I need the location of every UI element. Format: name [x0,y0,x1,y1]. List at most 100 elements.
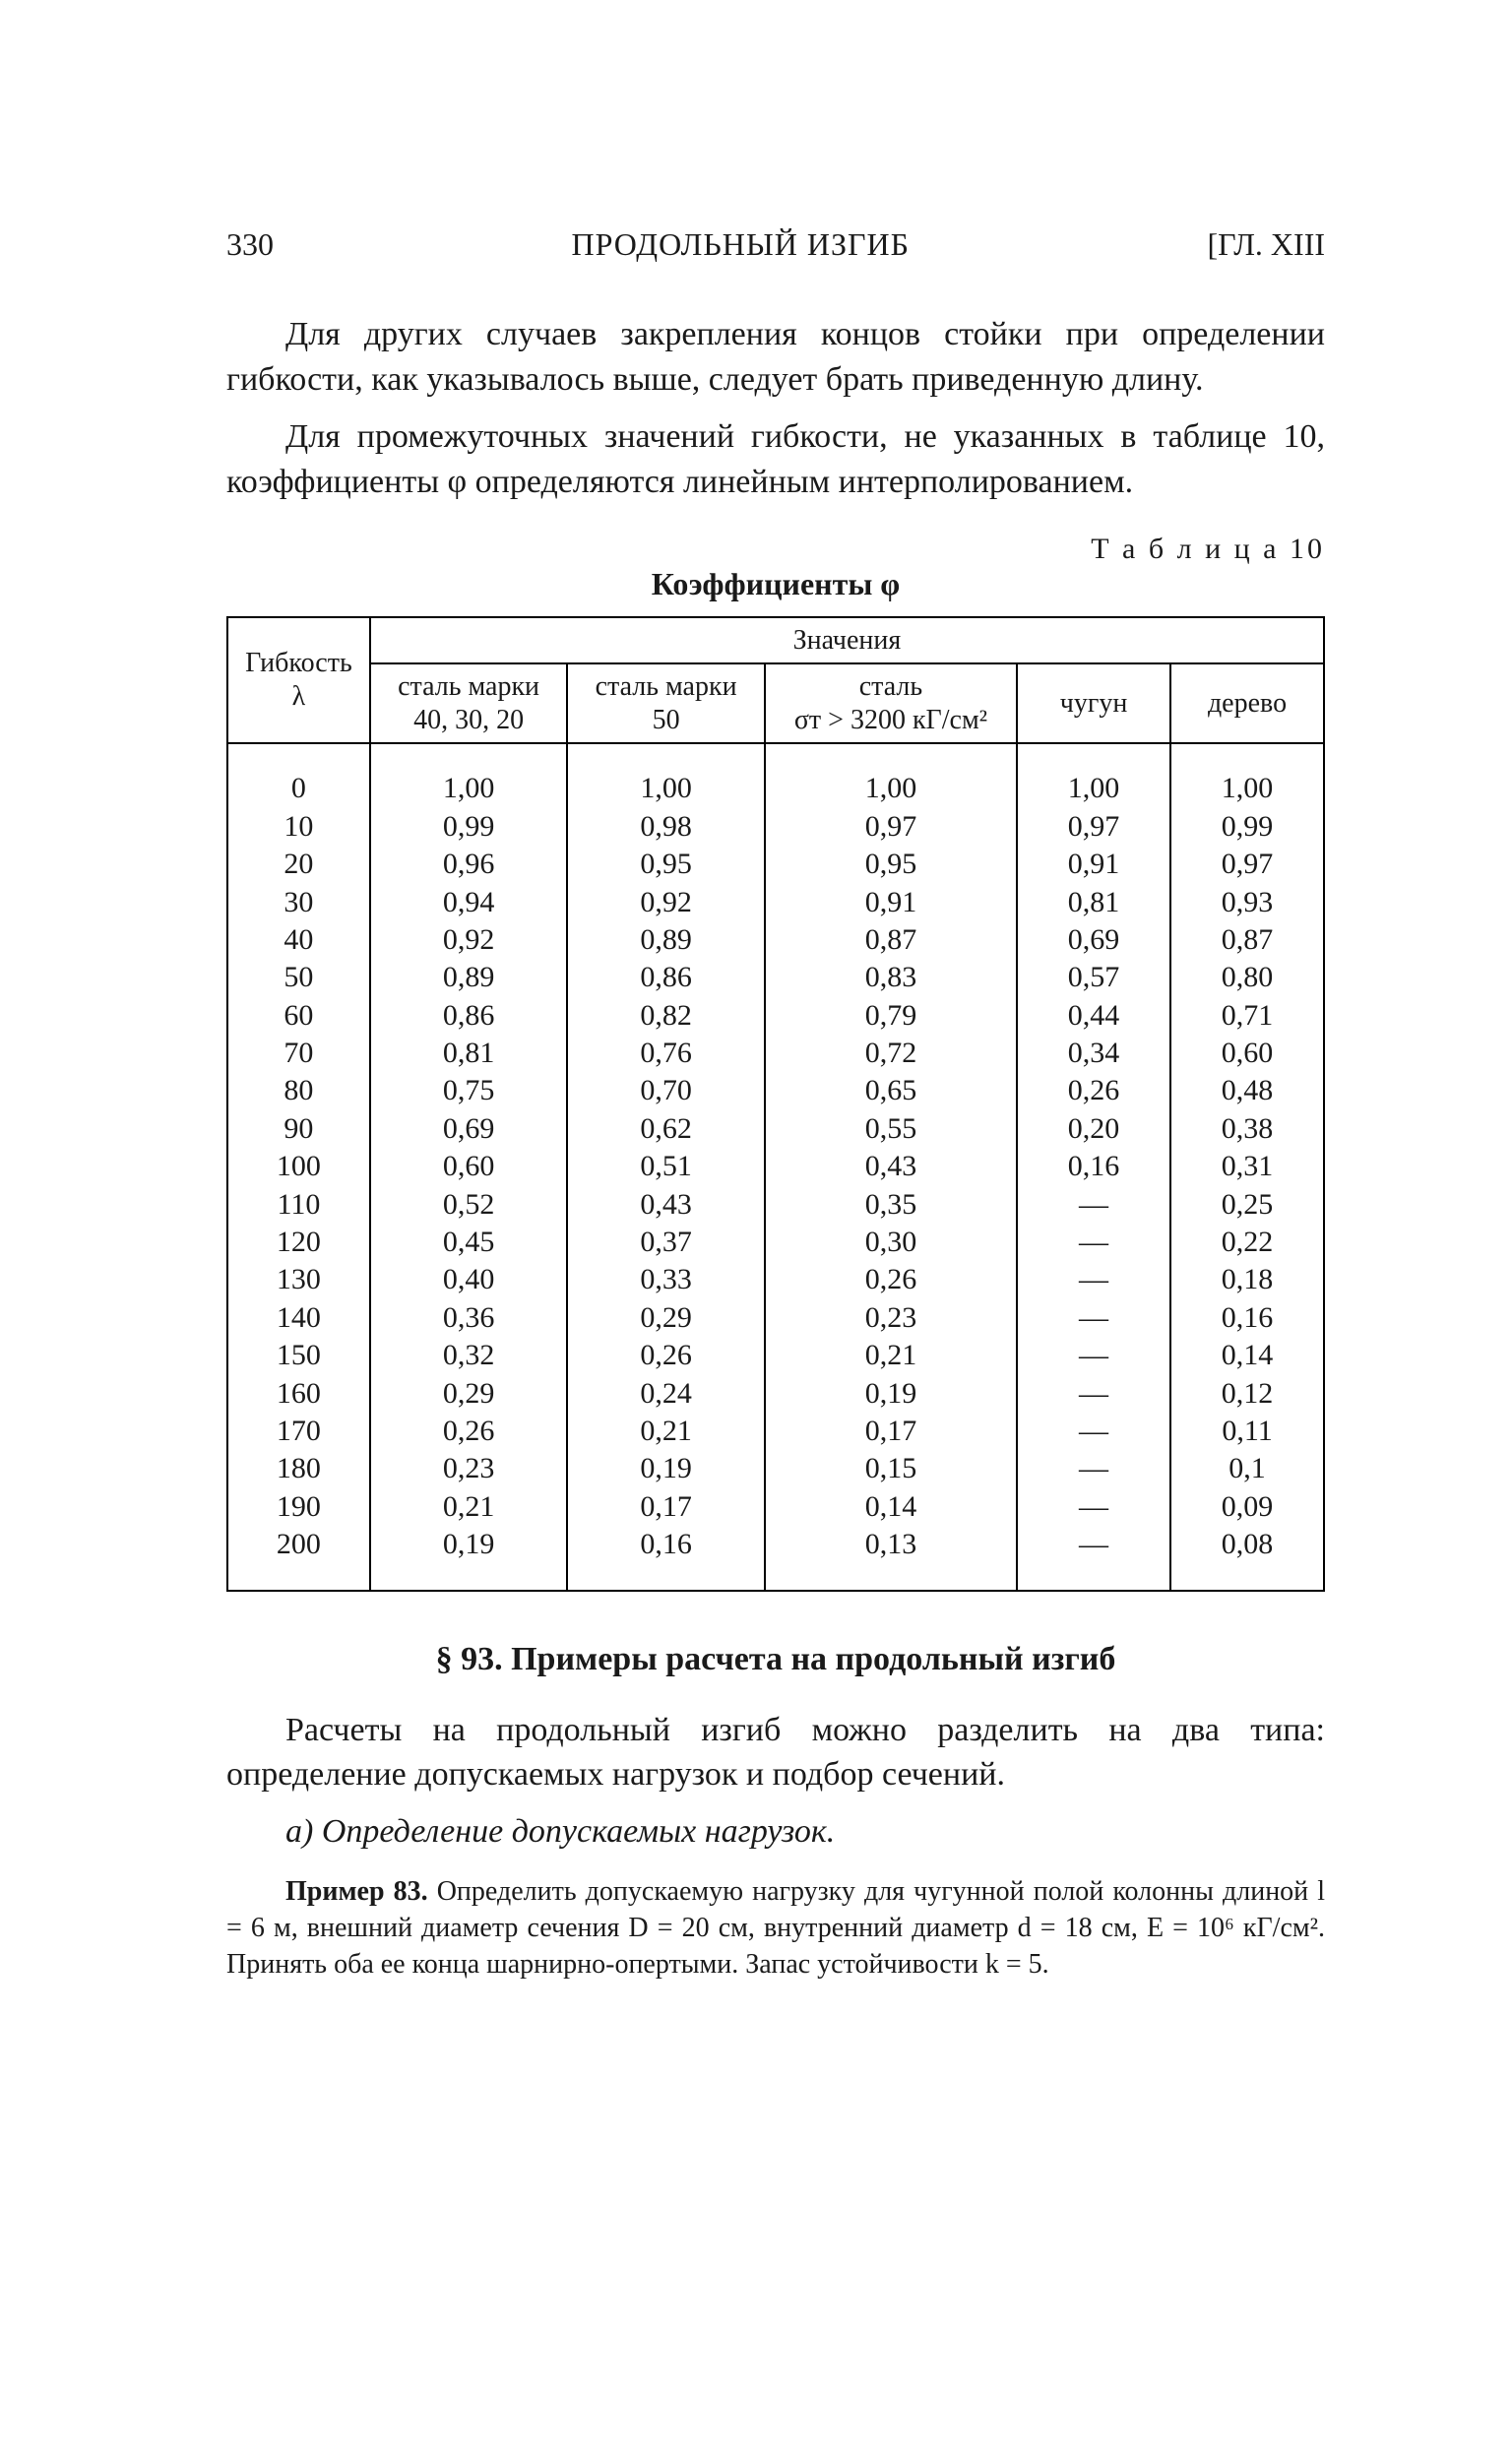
table-cell: 120 [277,1224,321,1261]
table-cell: 0,30 [865,1224,917,1261]
table-cell: 90 [284,1110,313,1148]
col-steel-gt3200: 1,000,970,950,910,870,830,790,720,650,55… [765,743,1017,1590]
table-cell: 0,32 [443,1337,495,1374]
table-cell: 0,60 [443,1148,495,1185]
table-label: Т а б л и ц а 10 [226,533,1325,566]
table-cell: 0,35 [865,1186,917,1224]
table-cell: 0,21 [640,1413,692,1450]
table-cell: — [1079,1299,1108,1337]
table-cell: 80 [284,1072,313,1109]
col-cast-iron: 1,000,970,910,810,690,570,440,340,260,20… [1017,743,1170,1590]
table-cell: 0,91 [865,884,917,921]
table-cell: 0,29 [640,1299,692,1337]
table-cell: 0,19 [865,1375,917,1413]
table-cell: 130 [277,1261,321,1298]
table-cell: 0,19 [443,1526,495,1563]
table-cell: 0,36 [443,1299,495,1337]
table-cell: 0,26 [865,1261,917,1298]
table-cell: 0,52 [443,1186,495,1224]
header-col-5: дерево [1170,663,1324,743]
table-cell: 0,69 [1068,921,1120,959]
section-paragraph-1: Расчеты на продольный изгиб можно раздел… [226,1708,1325,1798]
table-cell: 0,62 [640,1110,692,1148]
table-cell: — [1079,1526,1108,1563]
header-col-2: сталь марки50 [567,663,765,743]
table-cell: 0,72 [865,1035,917,1072]
table-cell: 0,09 [1222,1488,1274,1526]
table-cell: 0,65 [865,1072,917,1109]
table-cell: 0,87 [1222,921,1274,959]
table-cell: 0,29 [443,1375,495,1413]
table-cell: 0,95 [640,846,692,883]
table-cell: — [1079,1413,1108,1450]
table-cell: 0,93 [1222,884,1274,921]
table-cell: 0,43 [640,1186,692,1224]
example-label: Пример 83. [285,1876,428,1907]
table-cell: 0,23 [443,1450,495,1487]
table-cell: 0,23 [865,1299,917,1337]
table-cell: 20 [284,846,313,883]
header-col-4: чугун [1017,663,1170,743]
table-cell: 0,16 [640,1526,692,1563]
header-col-1: сталь марки40, 30, 20 [370,663,568,743]
table-cell: 70 [284,1035,313,1072]
table-cell: 0,15 [865,1450,917,1487]
table-cell: 0,21 [443,1488,495,1526]
table-cell: — [1079,1224,1108,1261]
section-title: § 93. Примеры расчета на продольный изги… [226,1641,1325,1678]
table-cell: 0,69 [443,1110,495,1148]
table-cell: 0,20 [1068,1110,1120,1148]
table-cell: 0,08 [1222,1526,1274,1563]
running-title: ПРОДОЛЬНЫЙ ИЗГИБ [274,226,1207,263]
header-values: Значения [370,617,1324,664]
table-cell: 0,70 [640,1072,692,1109]
table-cell: 0,26 [1068,1072,1120,1109]
table-cell: 0,83 [865,959,917,996]
col-wood: 1,000,990,970,930,870,800,710,600,480,38… [1170,743,1324,1590]
table-cell: 0,1 [1228,1450,1266,1487]
table-cell: 0,81 [443,1035,495,1072]
table-cell: 0,80 [1222,959,1274,996]
table-cell: 0,14 [1222,1337,1274,1374]
page-number: 330 [226,226,274,263]
table-cell: 0,97 [865,808,917,846]
col-steel-40-30-20: 1,000,990,960,940,920,890,860,810,750,69… [370,743,568,1590]
table-cell: 0,51 [640,1148,692,1185]
table-cell: 0,31 [1222,1148,1274,1185]
table-cell: 140 [277,1299,321,1337]
table-cell: 180 [277,1450,321,1487]
table-cell: 0,98 [640,808,692,846]
table-cell: 0,12 [1222,1375,1274,1413]
table-cell: 0,16 [1222,1299,1274,1337]
chapter-mark: [ГЛ. XIII [1207,226,1325,263]
table-cell: 0 [291,770,306,807]
table-cell: 0,17 [640,1488,692,1526]
table-cell: 0,81 [1068,884,1120,921]
table-cell: 0,18 [1222,1261,1274,1298]
col-steel-50: 1,000,980,950,920,890,860,820,760,700,62… [567,743,765,1590]
table-cell: 0,79 [865,997,917,1035]
table-cell: 0,45 [443,1224,495,1261]
table-label-text: Т а б л и ц а 10 [1091,533,1325,566]
table-cell: 60 [284,997,313,1035]
paragraph-1: Для других случаев закрепления концов ст… [226,312,1325,403]
table-cell: 0,89 [640,921,692,959]
table-cell: — [1079,1375,1108,1413]
table-cell: 0,37 [640,1224,692,1261]
example-83: Пример 83. Определить допускаемую нагруз… [226,1874,1325,1984]
table-cell: 0,89 [443,959,495,996]
table-cell: 30 [284,884,313,921]
table-cell: 0,43 [865,1148,917,1185]
table-cell: 0,57 [1068,959,1120,996]
header-col-3: стальσт > 3200 кГ/см² [765,663,1017,743]
table-cell: 0,13 [865,1526,917,1563]
table-cell: — [1079,1261,1108,1298]
table-cell: 50 [284,959,313,996]
table-cell: 1,00 [640,770,692,807]
table-cell: 1,00 [1222,770,1274,807]
table-cell: 0,92 [443,921,495,959]
table-cell: 10 [284,808,313,846]
table-cell: 0,40 [443,1261,495,1298]
table-cell: 1,00 [1068,770,1120,807]
table-cell: 0,96 [443,846,495,883]
